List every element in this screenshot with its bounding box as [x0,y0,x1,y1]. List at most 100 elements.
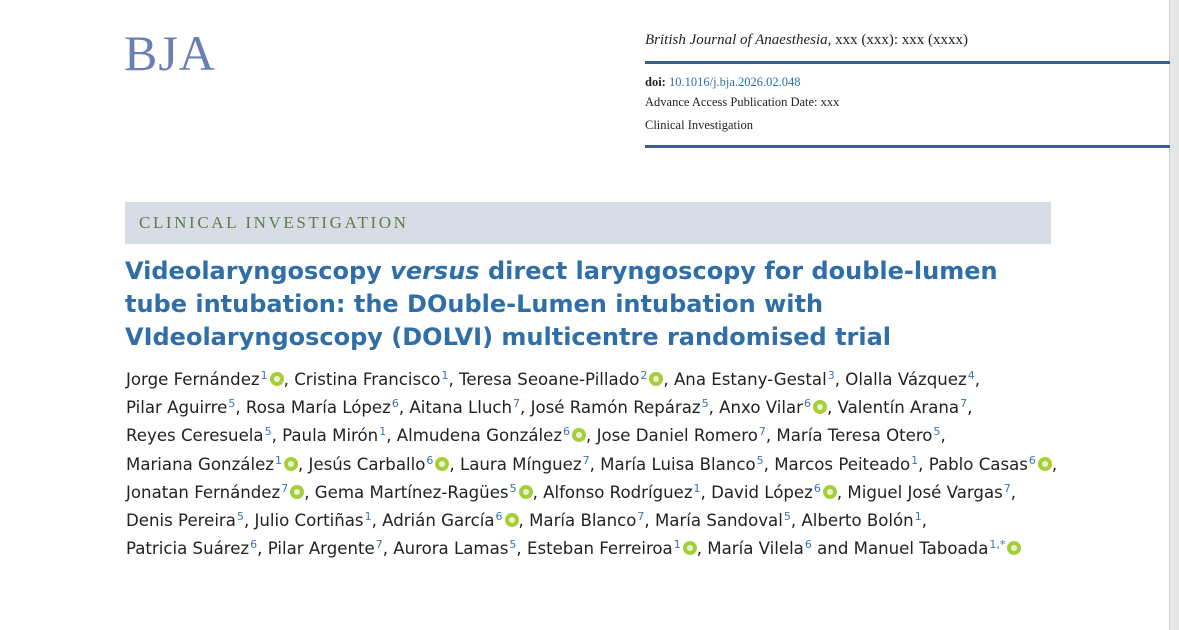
journal-issue: , xxx (xxx): xxx (xxxx) [827,32,969,48]
affiliation-mark[interactable]: 7 [375,538,383,552]
author-name: Jonatan Fernández [126,482,281,502]
affiliation-mark[interactable]: 7 [1003,481,1011,495]
affiliation-mark[interactable]: 5 [701,397,709,411]
author: Miguel José Vargas7 [847,483,1010,502]
orcid-icon[interactable] [290,484,305,499]
separator: , [700,482,712,502]
affiliation-mark[interactable]: 5 [756,453,764,467]
author: Marcos Peiteado1 [774,455,918,474]
affiliation-mark[interactable]: 4 [967,369,975,382]
author: Julio Cortiñas1 [255,511,372,530]
separator: , [516,539,527,559]
author: Jose Daniel Romero7 [597,426,766,445]
orcid-icon[interactable] [1007,541,1022,556]
affiliation-mark[interactable]: 6 [813,481,821,495]
separator: , [371,511,383,531]
author-name: Valentín Arana [837,398,960,418]
affiliation-mark[interactable]: 6 [1028,453,1036,467]
affiliation-mark[interactable]: 6 [563,425,571,439]
separator: , [967,398,973,418]
doi-link[interactable]: 10.1016/j.bja.2026.02.048 [668,75,801,89]
author-name: José Ramón Repáraz [530,398,701,418]
affiliation-mark[interactable]: 1 [379,425,387,439]
section-label: CLINICAL INVESTIGATION [139,213,409,232]
separator: , [297,454,309,474]
separator: , [974,370,980,389]
orcid-icon[interactable] [812,400,827,415]
orcid-icon[interactable] [1037,456,1052,471]
affiliation-mark[interactable]: 6 [250,538,258,552]
author: Alberto Bolón1 [801,511,921,530]
affiliation-mark[interactable]: 6 [391,397,399,411]
header-rule [645,145,1170,148]
affiliation-mark[interactable]: 5 [228,397,236,411]
separator: , [283,370,295,389]
author: Cristina Francisco1 [294,370,448,389]
orcid-icon[interactable] [822,484,837,499]
orcid-icon[interactable] [649,372,664,386]
affiliation-mark[interactable]: 1 [914,510,922,524]
author-name: Teresa Seoane-Pillado [459,370,640,389]
orcid-icon[interactable] [283,456,298,471]
affiliation-mark[interactable]: 5 [264,425,272,439]
affiliation-mark[interactable]: 5 [933,425,941,439]
author-name: Jose Daniel Romero [596,426,758,446]
orcid-icon[interactable] [682,541,697,556]
affiliation-mark[interactable]: 5 [783,510,791,524]
doi-line: doi: 10.1016/j.bja.2026.02.048 [645,75,1170,90]
affiliation-mark[interactable]: 7 [582,453,590,467]
affiliation-mark[interactable]: 1 [693,481,701,495]
separator: , [663,370,674,389]
author-name: Olalla Vázquez [845,370,967,389]
affiliation-mark[interactable]: 6 [803,397,811,411]
orcid-icon[interactable] [269,372,284,386]
affiliation-mark[interactable]: 1 [911,453,919,467]
separator: , [940,426,946,446]
orcid-icon[interactable] [572,428,587,443]
separator: , [386,426,397,446]
author: Paula Mirón1 [282,426,386,445]
author: Manuel Taboada1,* [854,539,1022,558]
author-name: Pilar Aguirre [126,398,228,418]
author-name: Patricia Suárez [126,539,250,559]
separator: , [520,398,531,418]
affiliation-mark[interactable]: 5 [236,510,244,524]
author-name: María Teresa Otero [776,426,933,446]
affiliation-mark[interactable]: 1 [260,369,268,382]
author-name: Aurora Lamas [393,539,509,559]
author-name: Paula Mirón [282,426,379,446]
affiliation-mark[interactable]: 7 [637,510,645,524]
author: José Ramón Repáraz5 [531,398,709,417]
affiliation-mark[interactable]: 6 [495,510,503,524]
affiliation-mark[interactable]: 5 [509,481,517,495]
affiliation-mark[interactable]: 7 [281,481,289,495]
author-name: Esteban Ferreiroa [526,539,673,559]
affiliation-mark[interactable]: 5 [509,538,517,552]
affiliation-mark[interactable]: 1 [364,510,372,524]
affiliation-mark[interactable]: 1 [441,369,449,382]
affiliation-mark[interactable]: 2 [640,369,648,382]
affiliation-mark[interactable]: 6 [804,538,812,552]
orcid-icon[interactable] [435,456,450,471]
author: Jonatan Fernández7 [126,481,305,502]
separator: , [589,454,601,474]
affiliation-mark[interactable]: 3 [827,369,835,382]
separator: , [235,398,246,418]
affiliation-mark[interactable]: 1 [673,538,681,552]
author-name: Alfonso Rodríguez [543,482,693,502]
orcid-icon[interactable] [518,484,533,499]
author-name: María Blanco [529,511,637,531]
author: Pilar Aguirre5 [126,398,235,417]
orcid-icon[interactable] [504,513,519,528]
separator: , [518,511,530,531]
affiliation-mark[interactable]: 6 [426,453,434,467]
affiliation-mark[interactable]: 7 [960,397,968,411]
separator: , [763,454,775,474]
affiliation-mark[interactable]: 7 [758,425,766,439]
separator: , [696,539,708,559]
affiliation-mark[interactable]: 1 [274,453,282,467]
affiliation-mark[interactable]: 7 [513,397,521,411]
affiliation-mark[interactable]: 1,* [989,538,1006,552]
